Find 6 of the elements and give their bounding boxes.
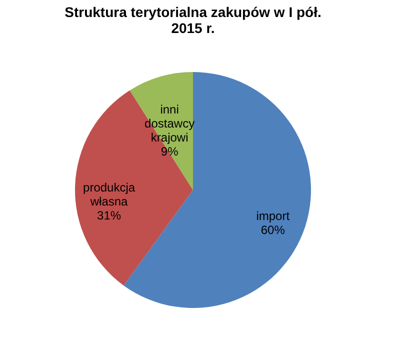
data-label: 31% — [97, 208, 122, 222]
pie-slice — [75, 90, 193, 286]
slice-label: produkcja własna — [83, 180, 136, 208]
data-label: 60% — [260, 222, 286, 237]
slice-label: import — [256, 208, 290, 223]
chart-title: Struktura terytorialna zakupów w I pół. 2015 r. — [64, 4, 322, 36]
